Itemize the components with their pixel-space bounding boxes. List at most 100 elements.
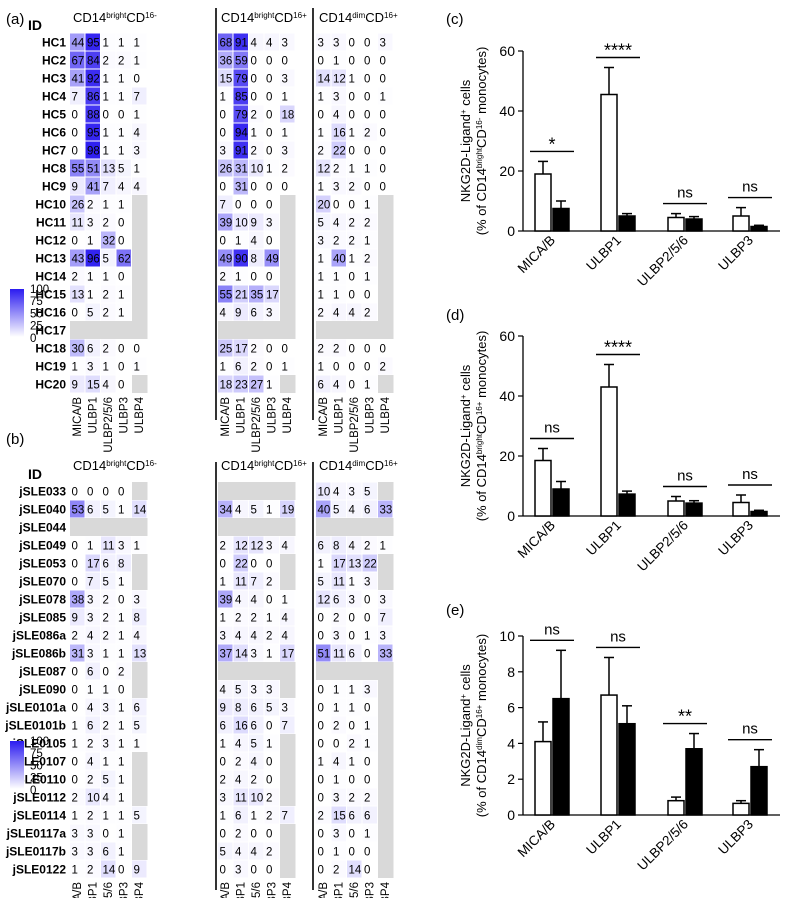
heat-cell-value: 1 (349, 577, 355, 589)
heat-cell (264, 752, 279, 770)
heat-cell-value: 2 (364, 308, 370, 320)
heat-cell (132, 159, 147, 177)
heat-cell (70, 572, 85, 590)
heat-cell-value: 91 (235, 146, 248, 158)
heat-cell (233, 698, 248, 716)
y-axis-label-line2-part: 16+ (475, 704, 484, 718)
heat-cell-value: 9 (72, 380, 78, 392)
colorbar-tick: 75 (30, 296, 43, 308)
heat-cell-value: 1 (103, 38, 109, 50)
heat-cell (316, 105, 331, 123)
heat-cell-value: 10 (87, 793, 100, 805)
heat-cell (116, 752, 131, 770)
heat-cell (132, 177, 147, 195)
missing-cell (280, 231, 296, 249)
heat-cell (331, 249, 346, 267)
missing-cell (378, 554, 394, 572)
heat-cell-value: 0 (282, 344, 288, 356)
heat-cell-value: 0 (87, 487, 93, 499)
missing-cell (331, 662, 347, 680)
heat-cell-value: 0 (318, 793, 324, 805)
heat-cell-value: 0 (318, 703, 324, 715)
heat-cell-value: 3 (251, 685, 257, 697)
heat-cell (116, 69, 131, 87)
missing-cell (280, 249, 296, 267)
heat-cell-value: 0 (349, 344, 355, 356)
row-label: HC14 (35, 270, 66, 284)
heat-cell-value: 4 (349, 505, 356, 517)
heat-cell (85, 375, 100, 393)
heat-cell (116, 177, 131, 195)
heat-cell (316, 51, 331, 69)
heat-cell-value: 2 (380, 362, 386, 374)
heat-cell-value: 1 (103, 649, 109, 661)
heat-cell-value: 21 (235, 290, 248, 302)
heat-cell-value: 1 (333, 847, 339, 859)
heat-cell (218, 716, 233, 734)
heat-cell (316, 788, 331, 806)
group-header-2-part: bright (254, 11, 275, 20)
heat-cell-value: 4 (333, 308, 340, 320)
heat-cell-value: 14 (103, 865, 116, 877)
heat-cell (85, 33, 100, 51)
heat-cell-value: 2 (364, 793, 370, 805)
heat-cell (101, 357, 116, 375)
heat-cell-value: 40 (333, 254, 346, 266)
heat-cell-value: 3 (103, 739, 109, 751)
heat-cell-value: 4 (87, 703, 94, 715)
heat-cell-value: 2 (349, 739, 355, 751)
heat-cell (347, 626, 362, 644)
missing-cell (70, 518, 86, 536)
row-label: HC12 (35, 234, 66, 248)
missing-cell (132, 267, 148, 285)
heat-cell (347, 482, 362, 500)
heat-cell (331, 213, 346, 231)
heat-cell (233, 213, 248, 231)
colorbar-tick: 25 (30, 773, 43, 785)
heat-cell (280, 141, 295, 159)
heat-cell-value: 0 (349, 721, 355, 733)
heat-cell (264, 177, 279, 195)
heat-cell (249, 752, 264, 770)
heat-cell (101, 734, 116, 752)
id-header: ID (28, 466, 42, 482)
heat-cell (331, 500, 346, 518)
heat-cell-value: 79 (235, 110, 248, 122)
heat-cell (331, 554, 346, 572)
group-header-3-part: CD14 (319, 458, 352, 473)
column-label: ULBP3 (267, 882, 279, 898)
heat-cell-value: 0 (349, 92, 355, 104)
heat-cell (249, 500, 264, 518)
heat-cell (249, 195, 264, 213)
heat-cell-value: 36 (220, 56, 233, 68)
heat-cell (264, 285, 279, 303)
heat-cell (70, 267, 85, 285)
heat-cell (70, 662, 85, 680)
heat-cell-value: 4 (251, 236, 258, 248)
y-tick-label: 0 (507, 807, 515, 823)
heat-cell-value: 6 (134, 703, 140, 715)
heat-cell-value: 2 (251, 613, 257, 625)
bar-open (534, 740, 552, 816)
missing-cell (132, 788, 148, 806)
heat-cell-value: 4 (235, 505, 242, 517)
heat-cell (362, 213, 377, 231)
heat-cell (249, 860, 264, 878)
heat-cell-value: 5 (251, 739, 257, 751)
heat-cell (331, 141, 346, 159)
heat-cell (331, 285, 346, 303)
heat-cell (347, 770, 362, 788)
heat-cell-value: 4 (349, 308, 356, 320)
heat-cell (362, 626, 377, 644)
missing-cell (218, 518, 234, 536)
column-label: ULBP4 (380, 396, 392, 433)
group-header-3: CD14dimCD16+ (319, 10, 398, 25)
heat-cell (362, 375, 377, 393)
heat-cell (85, 285, 100, 303)
heat-cell (233, 249, 248, 267)
significance-label: ns (677, 468, 693, 485)
group-header-2-part: bright (254, 459, 275, 468)
heat-cell-value: 1 (72, 811, 78, 823)
heat-cell-value: 1 (220, 577, 226, 589)
heat-cell-value: 91 (235, 38, 248, 50)
